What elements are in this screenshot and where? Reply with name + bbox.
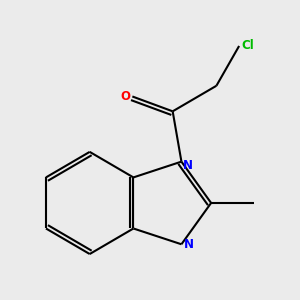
Text: N: N xyxy=(183,159,193,172)
Text: N: N xyxy=(184,238,194,251)
Text: Cl: Cl xyxy=(242,40,254,52)
Text: O: O xyxy=(121,90,131,103)
